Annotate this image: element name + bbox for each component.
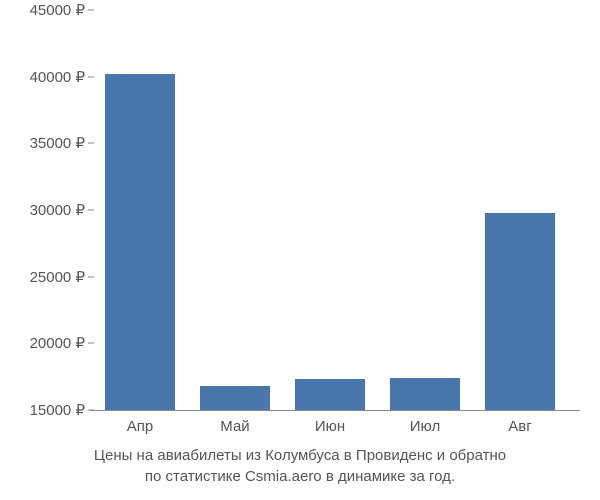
x-axis-label: Апр xyxy=(127,418,153,435)
plot-area xyxy=(90,10,580,410)
y-tick xyxy=(88,276,94,277)
bar xyxy=(295,379,365,410)
y-axis-label: 20000 ₽ xyxy=(30,334,85,352)
y-axis-label: 40000 ₽ xyxy=(30,68,85,86)
bar xyxy=(390,378,460,410)
bar xyxy=(200,386,270,410)
chart-caption: Цены на авиабилеты из Колумбуса в Провид… xyxy=(0,445,600,487)
x-axis-label: Июн xyxy=(315,418,345,435)
y-axis-label: 15000 ₽ xyxy=(30,401,85,419)
y-tick xyxy=(88,10,94,11)
caption-line-1: Цены на авиабилеты из Колумбуса в Провид… xyxy=(94,447,506,464)
y-tick xyxy=(88,343,94,344)
price-chart: Цены на авиабилеты из Колумбуса в Провид… xyxy=(0,0,600,500)
x-axis-label: Авг xyxy=(508,418,531,435)
caption-line-2: по статистике Csmia.aero в динамике за г… xyxy=(145,468,455,485)
x-axis-baseline xyxy=(90,410,580,411)
y-axis-label: 35000 ₽ xyxy=(30,134,85,152)
y-tick xyxy=(88,143,94,144)
y-tick xyxy=(88,210,94,211)
y-axis-label: 25000 ₽ xyxy=(30,268,85,286)
y-tick xyxy=(88,410,94,411)
y-axis-label: 30000 ₽ xyxy=(30,201,85,219)
bar xyxy=(105,74,175,410)
x-axis-label: Май xyxy=(220,418,249,435)
y-tick xyxy=(88,76,94,77)
x-axis-label: Июл xyxy=(410,418,440,435)
bar xyxy=(485,213,555,410)
y-axis-label: 45000 ₽ xyxy=(30,1,85,19)
